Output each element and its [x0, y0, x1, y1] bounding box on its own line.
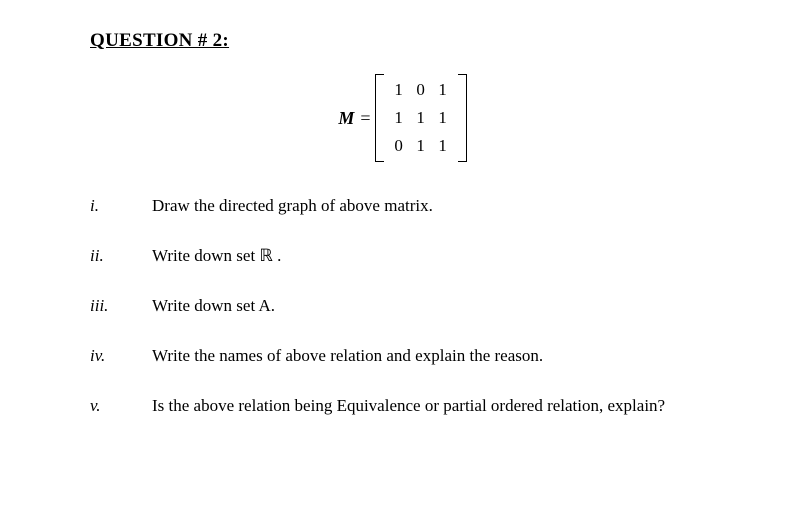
equals-sign: =: [360, 108, 370, 129]
matrix-cell: 1: [416, 108, 425, 128]
matrix-equation: M = 1 0 1 1 1 1 0 1 1: [90, 74, 715, 162]
item-v: v. Is the above relation being Equivalen…: [90, 396, 715, 416]
bracket-left: [375, 74, 384, 162]
matrix-cell: 1: [438, 80, 447, 100]
matrix-cell: 1: [394, 108, 403, 128]
item-numeral: v.: [90, 396, 152, 416]
item-text: Draw the directed graph of above matrix.: [152, 196, 433, 216]
item-ii: ii. Write down set ℝ .: [90, 246, 715, 266]
matrix-cell: 1: [394, 80, 403, 100]
question-heading: QUESTION # 2:: [90, 30, 715, 52]
item-iv: iv. Write the names of above relation an…: [90, 346, 715, 366]
matrix-cell: 0: [394, 136, 403, 156]
item-numeral: iv.: [90, 346, 152, 366]
page: QUESTION # 2: M = 1 0 1 1 1 1 0 1 1 i. D…: [0, 0, 785, 466]
item-iii: iii. Write down set A.: [90, 296, 715, 316]
item-numeral: iii.: [90, 296, 152, 316]
bracket-right: [458, 74, 467, 162]
item-text: Write down set ℝ .: [152, 246, 281, 266]
matrix-cell: 0: [416, 80, 425, 100]
item-text: Write down set A.: [152, 296, 275, 316]
item-numeral: ii.: [90, 246, 152, 266]
matrix-label: M: [338, 108, 354, 129]
matrix-grid: 1 0 1 1 1 1 0 1 1: [384, 74, 458, 162]
item-text: Write the names of above relation and ex…: [152, 346, 543, 366]
matrix-cell: 1: [416, 136, 425, 156]
matrix-cell: 1: [438, 108, 447, 128]
item-i: i. Draw the directed graph of above matr…: [90, 196, 715, 216]
item-numeral: i.: [90, 196, 152, 216]
question-items: i. Draw the directed graph of above matr…: [90, 196, 715, 416]
item-text: Is the above relation being Equivalence …: [152, 396, 665, 416]
matrix-cell: 1: [438, 136, 447, 156]
